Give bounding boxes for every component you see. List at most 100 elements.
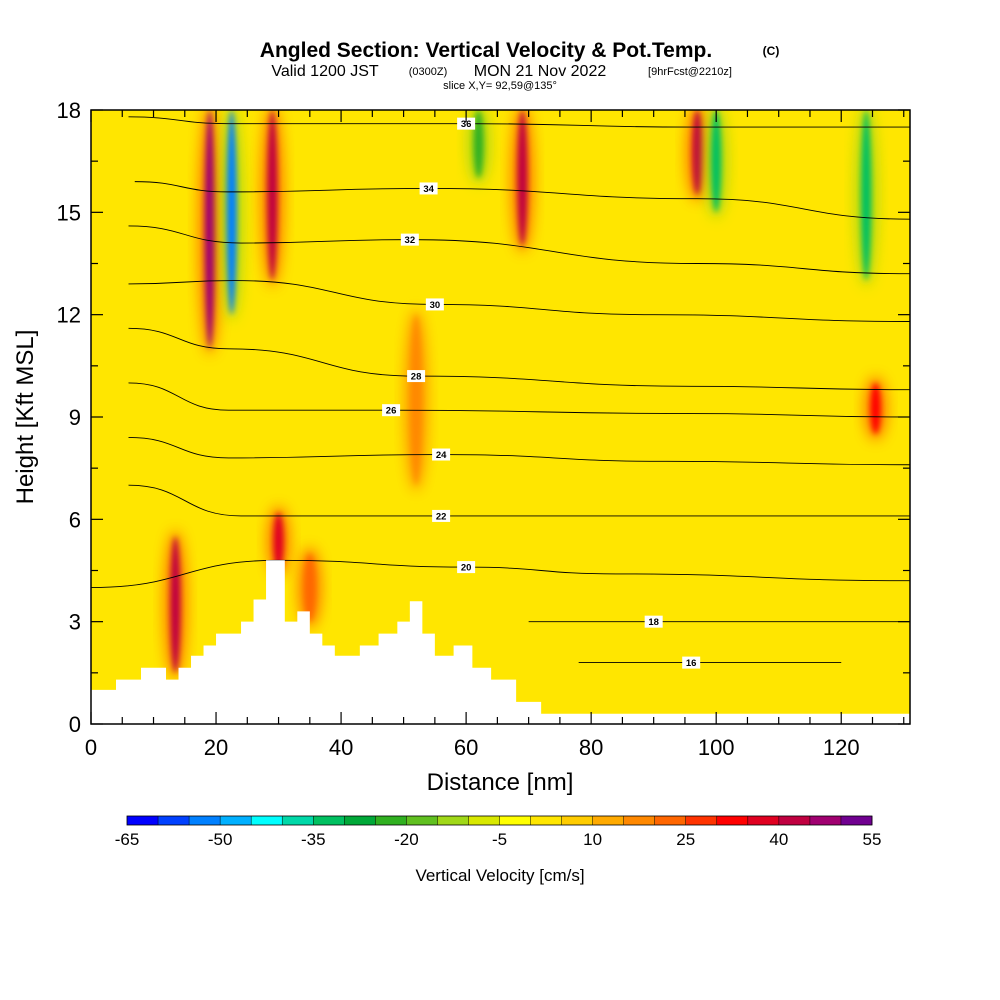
y-axis-title: Height [Kft MSL] [12,330,39,505]
y-tick-label: 6 [69,507,81,532]
colorbar-swatch [778,816,811,825]
potential-temperature-contours [91,116,910,664]
colorbar-swatch [747,816,780,825]
theta-label-bg [407,370,426,383]
colorbar-tick-label: -65 [115,830,140,849]
theta-label-18: 18 [648,617,659,628]
chart-subtitle: Valid 1200 JST [271,63,379,80]
theta-label-bg [382,404,401,417]
colorbar: -65 -50 -35 -20 -5 10 25 40 55 [115,815,882,849]
y-tick-label: 9 [69,405,81,430]
vertical-velocity-field [164,110,887,679]
velocity-cell-5 [298,547,321,628]
colorbar-swatch [251,816,283,825]
theta-contour-26 [128,382,910,418]
colorbar-swatch [840,816,873,825]
x-tick-label: 120 [823,735,860,760]
theta-contour-30 [128,280,910,322]
colorbar-swatch [468,816,500,825]
x-tick-label: 0 [85,735,97,760]
velocity-cell-11 [855,110,878,287]
theta-label-34: 34 [423,184,434,195]
x-axis: 0 20 40 60 80 100 120 [85,110,905,760]
colorbar-swatch [344,816,376,825]
theta-label-bg [457,561,476,574]
theta-label-bg [644,615,663,628]
theta-label-24: 24 [436,450,447,461]
x-axis-title: Distance [nm] [427,769,574,796]
theta-label-30: 30 [430,300,441,311]
colorbar-tick-label: -5 [492,830,507,849]
y-tick-label: 12 [57,303,81,328]
colorbar-swatch [809,816,842,825]
theta-contour-36 [128,116,910,128]
velocity-cell-0 [164,530,187,679]
theta-contour-28 [128,327,910,391]
theta-label-22: 22 [436,511,447,522]
colorbar-tick-label: 55 [863,830,882,849]
subtitle-valid: Valid 1200 JST [271,63,379,80]
colorbar-title: Vertical Velocity [cm/s] [415,866,584,885]
theta-label-bg [682,656,701,669]
velocity-cell-9 [686,110,709,202]
chart-title-unit: (C) [763,44,780,58]
theta-contour-34 [134,181,910,220]
velocity-cell-8 [511,110,534,253]
theta-label-bg [400,233,419,246]
colorbar-tick-label: 10 [583,830,602,849]
theta-label-36: 36 [461,119,472,130]
theta-label-bg [457,117,476,130]
colorbar-swatch [561,816,594,825]
x-tick-label: 20 [204,735,228,760]
velocity-cell-3 [261,110,284,287]
velocity-cell-6 [405,308,428,492]
theta-label-bg [425,298,444,311]
theta-contour-32 [128,225,910,275]
x-tick-label: 100 [698,735,735,760]
y-tick-label: 0 [69,712,81,737]
colorbar-swatch [406,816,438,825]
velocity-cell-10 [705,110,728,219]
theta-label-16: 16 [686,658,697,669]
terrain [91,560,910,724]
colorbar-swatch [158,816,190,825]
theta-label-20: 20 [461,563,472,574]
velocity-cell-2 [220,110,243,321]
colorbar-tick-label: -50 [208,830,233,849]
theta-label-bg [419,182,438,195]
theta-label-bg [432,509,451,522]
velocity-cell-4 [267,506,290,577]
velocity-cell-7 [467,110,490,185]
colorbar-swatch [282,816,314,825]
subtitle-forecast: [9hrFcst@2210z] [648,66,732,78]
velocity-cell-1 [198,110,221,355]
theta-contour-22 [128,484,910,517]
colorbar-swatch [716,816,749,825]
subtitle-utc: (0300Z) [409,66,448,78]
colorbar-tick-label: 40 [769,830,788,849]
colorbar-swatch [375,816,407,825]
chart-title: Angled Section: Vertical Velocity & Pot.… [260,39,712,62]
contour-labels: 36 34 32 30 28 26 24 22 20 18 16 [382,117,701,669]
colorbar-swatch [530,816,562,825]
colorbar-swatch [623,816,656,825]
colorbar-tick-label: 25 [676,830,695,849]
velocity-cell-12 [864,376,887,441]
colorbar-swatch [189,816,221,825]
y-tick-label: 18 [57,98,81,123]
x-tick-label: 40 [329,735,353,760]
theta-label-28: 28 [411,372,422,383]
colorbar-tick-label: -35 [301,830,326,849]
colorbar-swatch [313,816,345,825]
y-tick-label: 15 [57,200,81,225]
subtitle-date: MON 21 Nov 2022 [474,63,607,80]
colorbar-tick-label: -20 [394,830,419,849]
y-tick-label: 3 [69,610,81,635]
theta-label-32: 32 [405,235,416,246]
colorbar-swatch [127,816,159,825]
colorbar-swatch [437,816,469,825]
theta-contour-24 [128,437,910,466]
x-tick-label: 80 [579,735,603,760]
